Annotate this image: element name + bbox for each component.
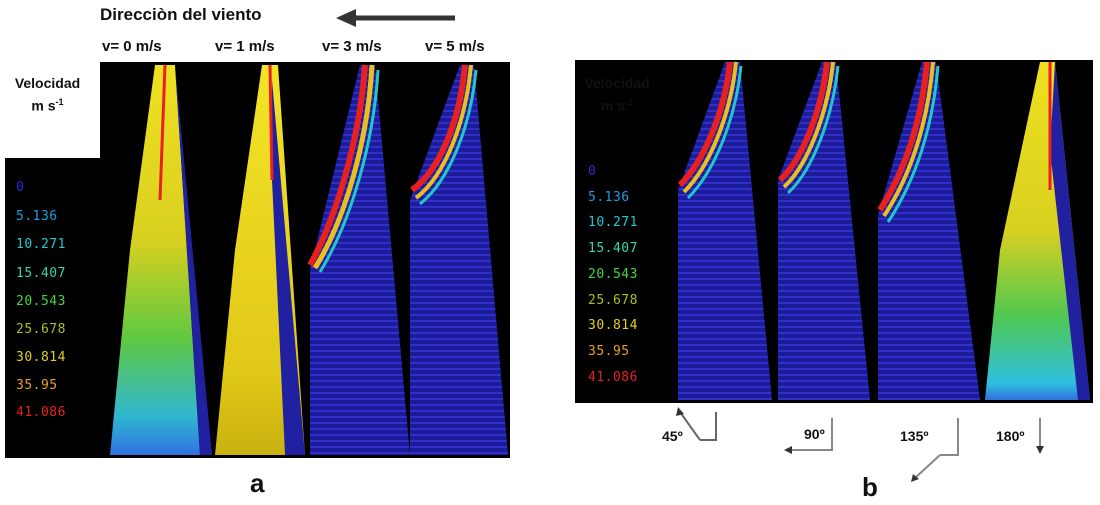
plume-b-180 xyxy=(985,62,1090,400)
panel-a-legend-bg xyxy=(5,158,105,458)
plume-a-v1 xyxy=(215,64,305,455)
angle-label-90: 90º xyxy=(804,426,825,442)
velocity-label-5: v= 5 m/s xyxy=(425,38,485,55)
plume-b-135 xyxy=(877,61,980,400)
legend-b-item: 15.407 xyxy=(588,241,638,256)
legend-b-item: 5.136 xyxy=(588,190,630,205)
wind-arrow-90-icon xyxy=(784,418,833,454)
angle-label-135: 135º xyxy=(900,428,929,444)
legend-a-item: 0 xyxy=(16,180,25,195)
wind-arrow-180-icon xyxy=(1036,418,1044,454)
legend-a-item: 5.136 xyxy=(16,209,58,224)
legend-b-item: 10.271 xyxy=(588,215,638,230)
panel-label-a: a xyxy=(250,468,265,498)
plume-a-v0 xyxy=(110,64,212,455)
plume-b-45 xyxy=(677,61,772,400)
plume-a-v5 xyxy=(410,64,508,455)
legend-b-item: 25.678 xyxy=(588,293,638,308)
angle-label-180: 180º xyxy=(996,428,1025,444)
angle-label-45: 45º xyxy=(662,428,683,444)
legend-title-a: Velocidad m s-1 xyxy=(14,75,81,114)
legend-b-item: 30.814 xyxy=(588,318,638,333)
legend-a-item: 25.678 xyxy=(16,322,66,337)
legend-b-item: 35.95 xyxy=(588,344,630,359)
wind-direction-title: Direcciòn del viento xyxy=(100,5,262,24)
panel-label-b: b xyxy=(862,472,878,502)
plume-a-v3 xyxy=(307,64,410,455)
wind-arrow-135-icon xyxy=(911,418,959,482)
legend-a-item: 10.271 xyxy=(16,237,66,252)
legend-b-item: 41.086 xyxy=(588,370,638,385)
legend-b-item: 0 xyxy=(588,164,597,179)
wind-arrow-45-icon xyxy=(676,407,717,441)
legend-title-b: Velocidad m s-1 xyxy=(584,75,650,114)
legend-a-item: 30.814 xyxy=(16,350,66,365)
legend-a-item: 20.543 xyxy=(16,294,66,309)
velocity-label-0: v= 0 m/s xyxy=(102,38,162,55)
velocity-label-1: v= 1 m/s xyxy=(215,38,275,55)
legend-a-item: 35.95 xyxy=(16,378,58,393)
legend-a-item: 15.407 xyxy=(16,266,66,281)
plume-b-90 xyxy=(777,61,870,400)
velocity-label-3: v= 3 m/s xyxy=(322,38,382,55)
legend-b-item: 20.543 xyxy=(588,267,638,282)
legend-a-item: 41.086 xyxy=(16,405,66,420)
